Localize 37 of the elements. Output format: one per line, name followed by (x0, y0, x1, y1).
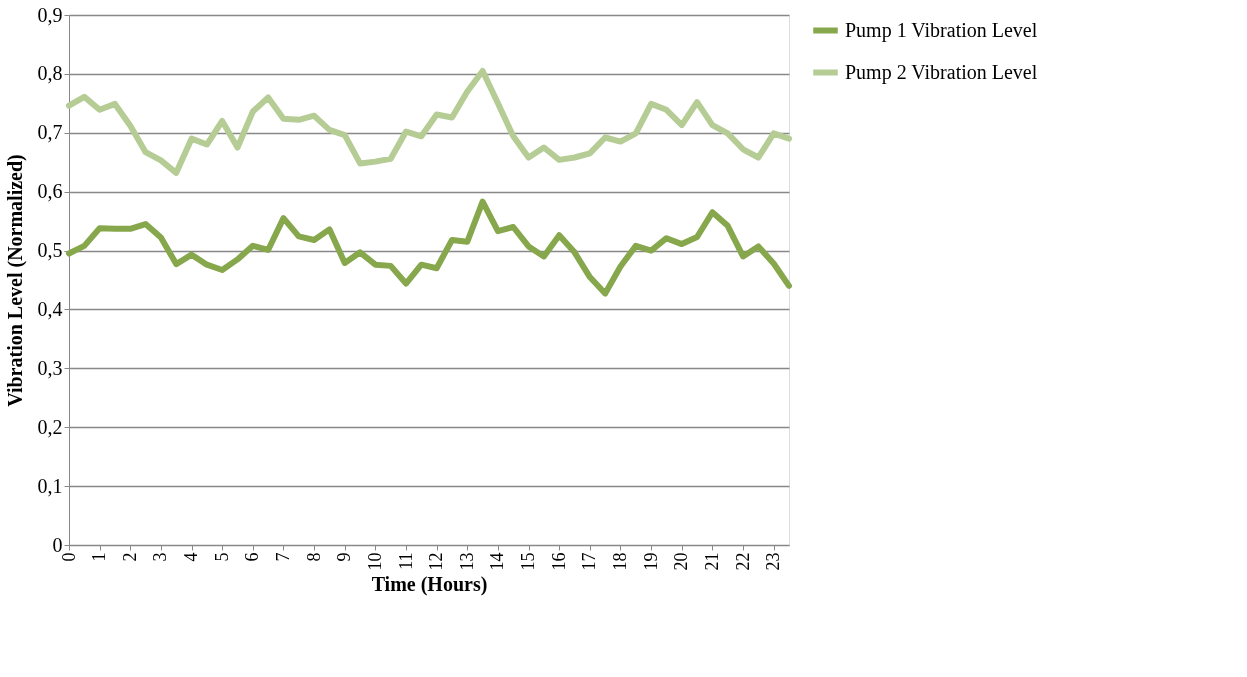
x-tick-label: 5 (211, 552, 232, 562)
x-tick-label: 13 (456, 552, 477, 571)
y-tick-label: 0,2 (37, 415, 63, 438)
y-tick-label: 0,7 (37, 121, 63, 144)
x-tick-label: 17 (579, 552, 600, 571)
x-tick-label: 8 (303, 552, 324, 562)
x-tick-label: 10 (364, 552, 385, 571)
y-tick-label: 0,1 (37, 474, 63, 497)
x-tick-label: 19 (640, 552, 661, 571)
x-tick-label: 15 (518, 552, 539, 571)
x-tick-label: 2 (119, 552, 140, 562)
x-tick-label: 6 (242, 552, 263, 562)
y-tick-label: 0,5 (37, 239, 63, 262)
x-axis-title: Time (Hours) (371, 572, 488, 596)
y-tick-label: 0,6 (37, 180, 63, 203)
x-tick-label: 22 (732, 552, 753, 571)
y-tick-label: 0,3 (37, 356, 63, 379)
x-tick-label: 0 (58, 552, 79, 562)
legend-label: Pump 1 Vibration Level (845, 18, 1038, 42)
x-tick-label: 20 (671, 552, 692, 571)
x-tick-label: 21 (701, 552, 722, 571)
x-tick-label: 3 (150, 552, 171, 562)
x-tick-label: 12 (426, 552, 447, 571)
x-tick-label: 7 (272, 552, 293, 562)
x-tick-label: 4 (181, 552, 202, 562)
y-tick-label: 0,4 (37, 297, 63, 320)
x-tick-label: 11 (395, 552, 416, 570)
x-tick-label: 14 (487, 552, 508, 571)
x-tick-label: 18 (609, 552, 630, 571)
x-tick-label: 23 (763, 552, 784, 571)
x-tick-label: 1 (89, 552, 110, 562)
y-tick-label: 0,8 (37, 62, 63, 85)
y-tick-label: 0,9 (37, 3, 63, 26)
x-tick-label: 9 (334, 552, 355, 562)
x-tick-label: 16 (548, 552, 569, 571)
y-axis-title: Vibration Level (Normalized) (3, 154, 27, 407)
legend-label: Pump 2 Vibration Level (845, 60, 1038, 84)
